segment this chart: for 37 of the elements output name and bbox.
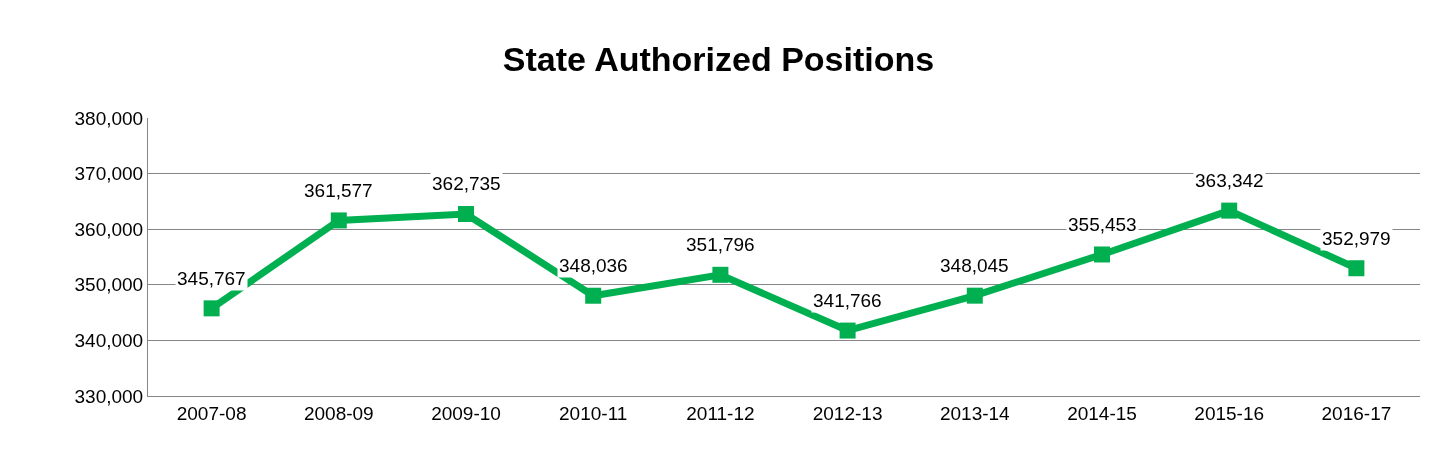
point [203,300,220,317]
x-tick-label: 2015-16 [1194,402,1265,424]
y-tick-label: 350,000 [74,274,144,296]
x-tick-label: 2009-10 [431,402,501,424]
x-tick-label: 2014-15 [1067,402,1137,424]
data-label: 362,735 [432,173,501,194]
x-tick-label: 2008-09 [303,402,374,424]
data-label: 341,766 [813,290,882,311]
data-label: 361,577 [304,180,373,201]
point [839,322,856,339]
y-tick-label: 370,000 [74,163,144,185]
x-tick-label: 2007-08 [176,402,247,424]
x-tick-label: 2016-17 [1321,402,1392,424]
y-tick-label: 340,000 [74,330,144,352]
point [330,212,347,229]
y-tick-label: 360,000 [74,218,144,240]
point [1348,260,1365,277]
x-tick-label: 2011-12 [686,402,755,424]
y-tick-label: 380,000 [74,107,144,129]
point [966,287,983,304]
y-tick-label: 330,000 [74,385,144,407]
data-label: 348,036 [559,255,628,276]
point [458,205,474,222]
data-label: 352,979 [1322,228,1391,249]
x-tick-label: 2012-13 [812,402,883,424]
point [1221,202,1238,219]
data-label: 345,767 [177,268,246,289]
data-label: 351,796 [686,234,755,255]
chart-title: State Authorized Positions [502,40,935,79]
point [585,287,602,304]
data-label: 363,342 [1195,170,1264,191]
x-tick-label: 2010-11 [559,402,628,424]
data-label: 348,045 [940,255,1009,276]
point [712,266,729,283]
point [1094,246,1110,263]
data-label: 355,453 [1068,214,1137,235]
x-tick-label: 2013-14 [939,402,1011,424]
